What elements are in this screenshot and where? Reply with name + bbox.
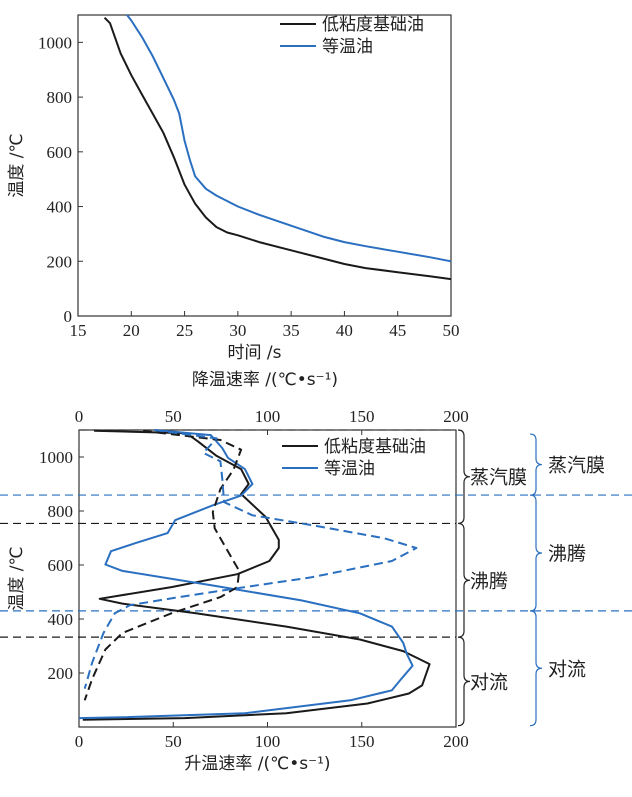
x-tick-label: 25 <box>176 321 193 340</box>
y-tick-label: 400 <box>47 198 73 217</box>
legend-label: 低粘度基础油 <box>322 15 424 35</box>
x-tick-label: 15 <box>70 321 87 340</box>
stage-brace <box>457 429 471 525</box>
stage-label: 沸腾 <box>548 543 586 565</box>
chart-title: 降温速率 /(℃•s⁻¹) <box>192 370 338 390</box>
legend-label: 等温油 <box>324 459 375 479</box>
stage-brace <box>529 610 543 727</box>
x-tick-label: 45 <box>389 321 406 340</box>
series-line-dashed <box>83 429 418 689</box>
x-tick-label: 200 <box>443 732 469 751</box>
x-tick-label: 50 <box>443 321 460 340</box>
y-tick-label: 800 <box>48 502 74 521</box>
top-x-tick-label: 100 <box>255 407 281 426</box>
x-tick-label: 30 <box>229 321 246 340</box>
legend-label: 等温油 <box>322 37 373 57</box>
y-axis-label: 温度 /℃ <box>7 546 27 610</box>
x-axis-label: 时间 /s <box>228 343 282 363</box>
stage-label: 蒸汽膜 <box>470 467 527 489</box>
top-x-tick-label: 200 <box>443 407 469 426</box>
stage-brace <box>529 494 543 612</box>
legend-label: 低粘度基础油 <box>324 437 426 457</box>
top-x-tick-label: 0 <box>75 407 84 426</box>
y-tick-label: 600 <box>48 556 74 575</box>
stage-label: 对流 <box>548 658 586 680</box>
plot-frame <box>77 14 452 317</box>
x-tick-label: 50 <box>165 732 182 751</box>
series-line-solid <box>78 429 414 720</box>
series-line-solid <box>103 16 452 281</box>
y-tick-label: 600 <box>47 143 73 162</box>
stage-label: 蒸汽膜 <box>548 455 605 477</box>
x-tick-label: 150 <box>349 732 375 751</box>
y-tick-label: 0 <box>64 307 73 326</box>
x-tick-label: 0 <box>75 732 84 751</box>
stage-brace <box>457 522 471 638</box>
top-x-tick-label: 50 <box>165 407 182 426</box>
x-tick-label: 35 <box>283 321 300 340</box>
y-tick-label: 1000 <box>39 448 73 467</box>
y-axis-label: 温度 /℃ <box>7 133 27 197</box>
stage-label: 沸腾 <box>470 570 508 592</box>
x-tick-label: 100 <box>255 732 281 751</box>
y-tick-label: 200 <box>48 664 74 683</box>
y-tick-label: 1000 <box>38 33 72 52</box>
y-tick-label: 200 <box>47 252 73 271</box>
x-tick-label: 40 <box>336 321 353 340</box>
stage-label: 对流 <box>470 671 508 693</box>
x-tick-label: 20 <box>123 321 140 340</box>
stage-brace <box>457 636 471 727</box>
top-x-tick-label: 150 <box>349 407 375 426</box>
series-line-solid <box>126 14 452 263</box>
series-line-solid <box>82 429 431 721</box>
y-tick-label: 400 <box>48 610 74 629</box>
stage-brace <box>529 433 543 496</box>
x-axis-label: 升温速率 /(℃•s⁻¹) <box>184 754 330 774</box>
y-tick-label: 800 <box>47 88 73 107</box>
